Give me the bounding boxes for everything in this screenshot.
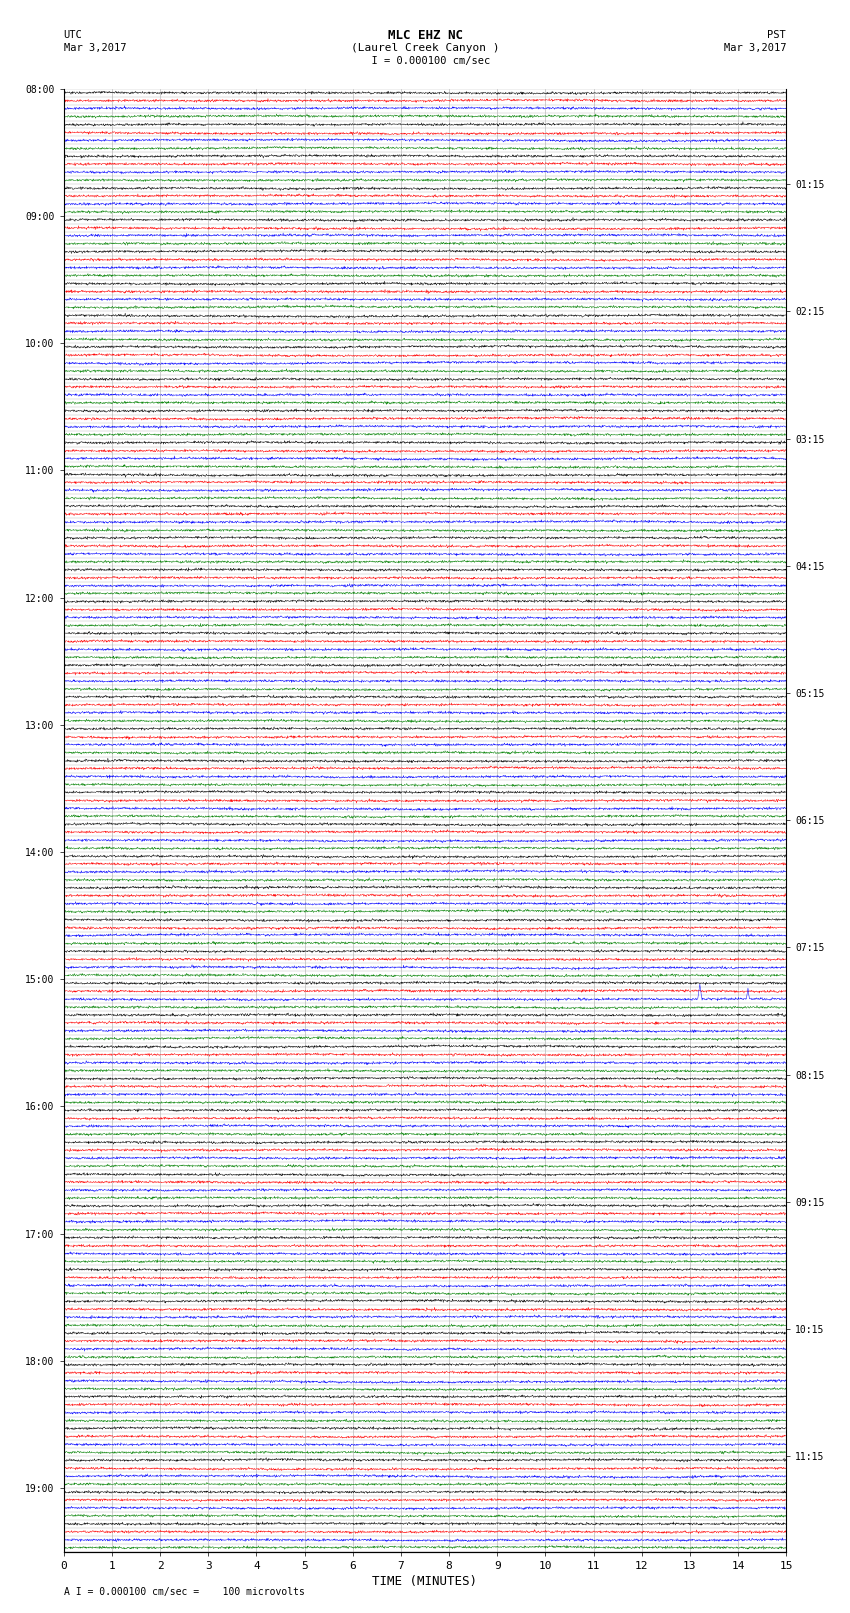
X-axis label: TIME (MINUTES): TIME (MINUTES): [372, 1574, 478, 1587]
Text: I = 0.000100 cm/sec: I = 0.000100 cm/sec: [360, 56, 490, 66]
Text: Mar 3,2017: Mar 3,2017: [64, 44, 127, 53]
Text: UTC: UTC: [64, 31, 82, 40]
Text: PST: PST: [768, 31, 786, 40]
Text: Mar 3,2017: Mar 3,2017: [723, 44, 786, 53]
Text: (Laurel Creek Canyon ): (Laurel Creek Canyon ): [351, 44, 499, 53]
Text: MLC EHZ NC: MLC EHZ NC: [388, 29, 462, 42]
Text: A I = 0.000100 cm/sec =    100 microvolts: A I = 0.000100 cm/sec = 100 microvolts: [64, 1587, 304, 1597]
